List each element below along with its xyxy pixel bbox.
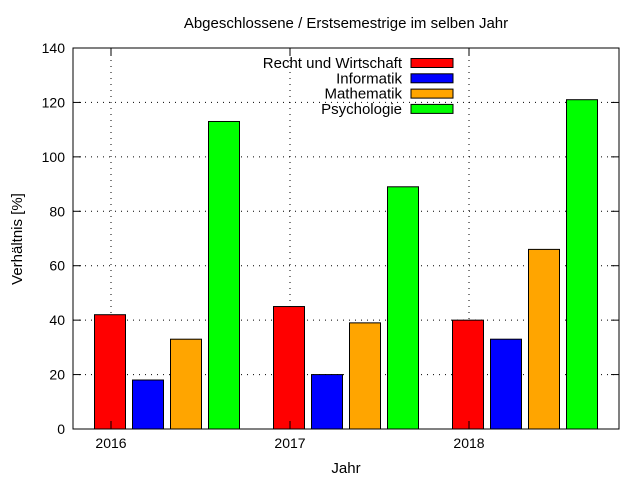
chart-title: Abgeschlossene / Erstsemestrige im selbe… [184,15,508,32]
bar [349,322,381,430]
y-tick-label: 20 [49,367,65,383]
y-tick-label: 140 [42,40,66,56]
legend-swatch [410,58,454,68]
y-tick-label: 100 [42,149,66,165]
bar [94,314,126,430]
bar [170,338,202,430]
bar [132,379,164,430]
y-tick-label: 60 [49,258,65,274]
x-tick-label: 2017 [274,435,305,451]
y-axis-title: Verhältnis [%] [9,193,26,285]
y-tick-label: 0 [57,421,65,437]
plot-frame [72,47,620,430]
legend-swatch [410,73,454,84]
legend-swatch [410,103,454,114]
legend-swatch [410,88,454,99]
bar [311,374,343,430]
y-tick-label: 120 [42,94,66,110]
legend-label: Mathematik [324,86,402,103]
bar [273,306,305,430]
bar [452,319,484,430]
bar [387,186,419,430]
bar [566,99,598,430]
legend-label: Recht und Wirtschaft [263,55,403,72]
legend-label: Informatik [336,70,402,87]
bar [208,120,240,430]
bar [490,338,522,430]
grid [73,48,619,429]
y-tick-label: 80 [49,203,65,219]
x-axis-title: Jahr [331,460,360,477]
legend-label: Psychologie [321,101,402,118]
legend: Recht und WirtschaftInformatikMathematik… [263,55,454,118]
bars [94,99,598,430]
axis-ticks: 0 20 40 60 80 100 120 140 2016 2017 2018 [42,40,619,451]
y-tick-label: 40 [49,312,65,328]
bar [528,248,560,430]
x-tick-label: 2016 [95,435,126,451]
x-tick-label: 2018 [453,435,484,451]
